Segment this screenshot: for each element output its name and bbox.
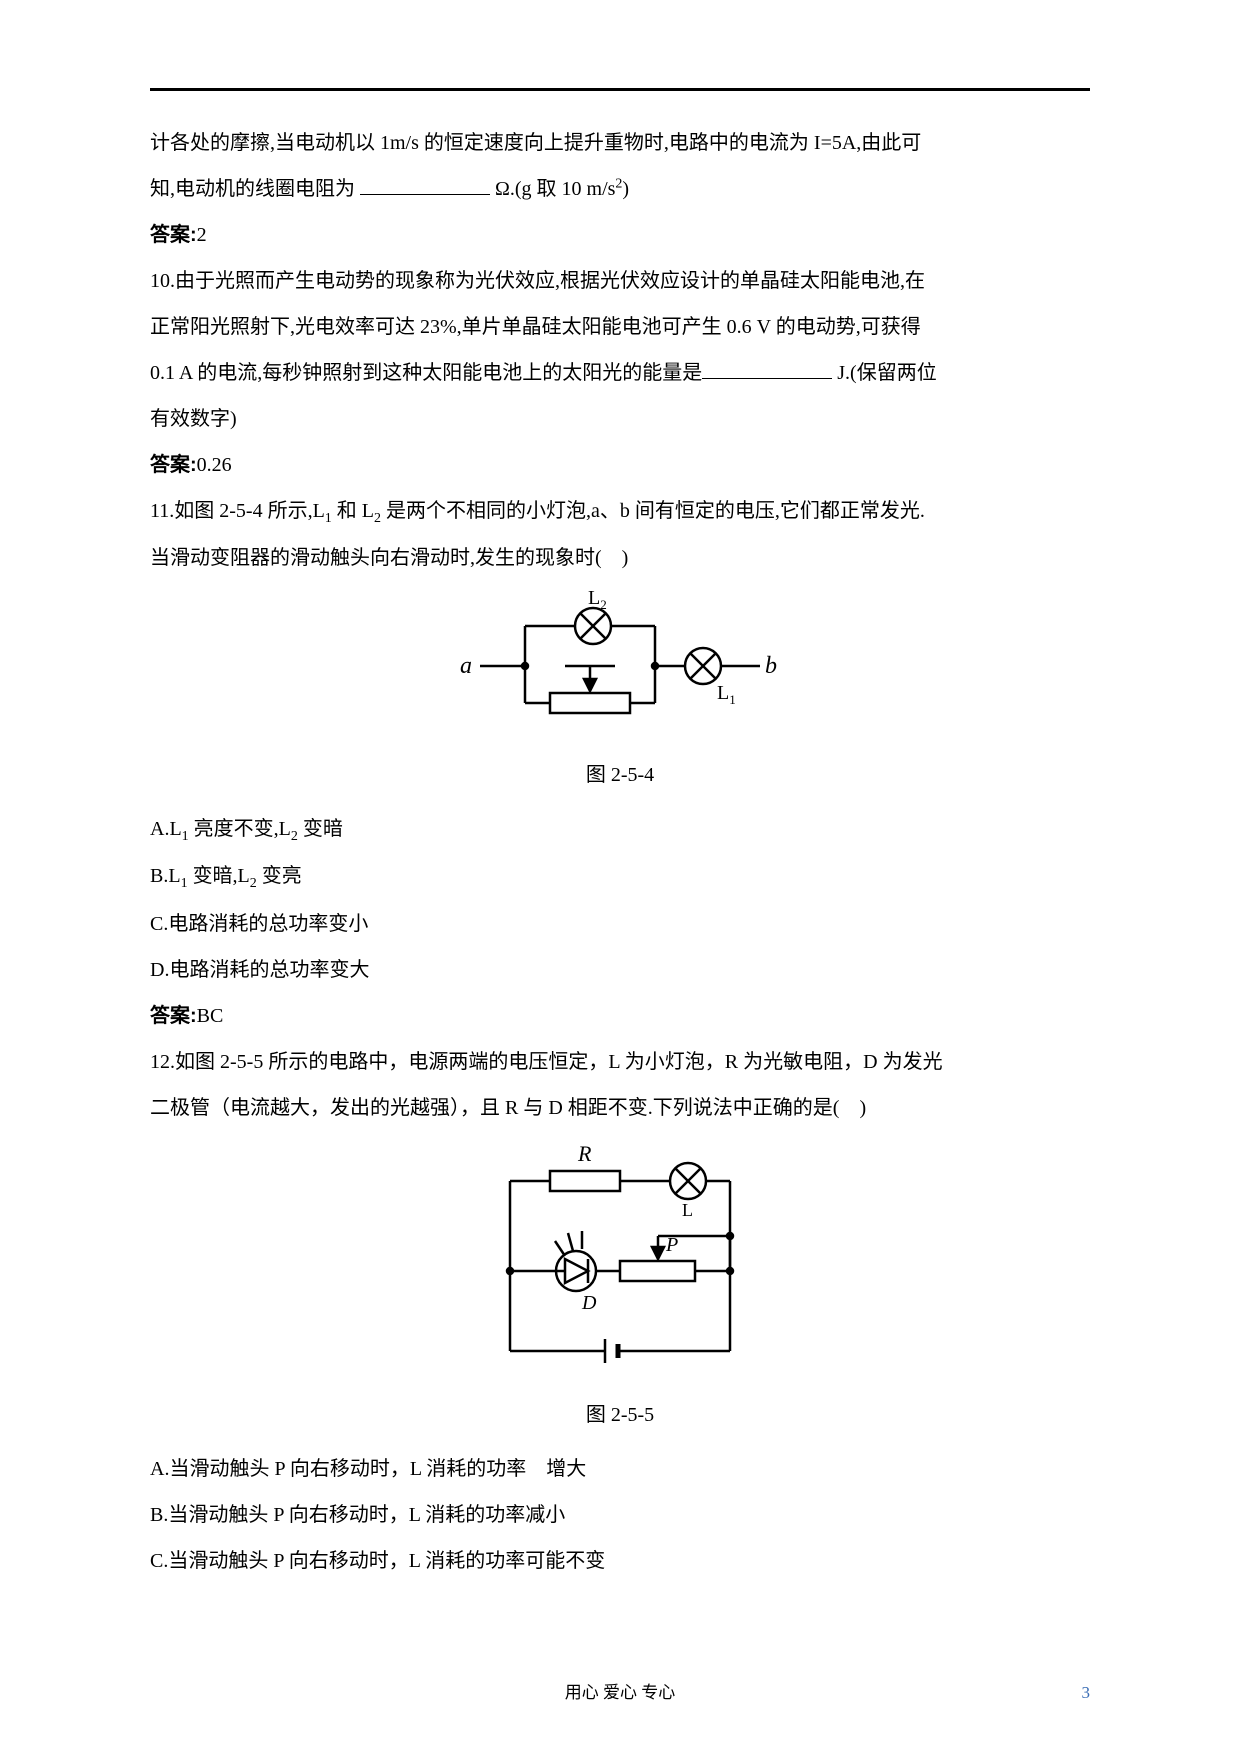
text: 计各处的摩擦,当电动机以 1 [150, 132, 390, 154]
label-P: P [665, 1234, 678, 1256]
text: A.L [150, 818, 182, 840]
q12-optC: C.当滑动触头 P 向右移动时，L 消耗的功率可能不变 [150, 1538, 1090, 1584]
label-D: D [581, 1292, 597, 1314]
label-L: L [682, 1200, 693, 1220]
q12-caption: 图 2-5-5 [150, 1392, 1090, 1438]
label-R: R [577, 1141, 592, 1166]
q12-figure: R L P D [150, 1141, 1090, 1388]
q10-line1: 10.由于光照而产生电动势的现象称为光伏效应,根据光伏效应设计的单晶硅太阳能电池… [150, 258, 1090, 304]
text: 的恒定速度向上提升重物时,电路中的电流为 I=5 [419, 132, 842, 154]
content: 计各处的摩擦,当电动机以 1m/s 的恒定速度向上提升重物时,电路中的电流为 I… [150, 120, 1090, 1584]
sub: 1 [325, 511, 332, 526]
text: 变暗 [298, 818, 343, 840]
text: 变暗,L [188, 865, 250, 887]
answer-label: 答案: [150, 1005, 197, 1027]
q11-optD: D.电路消耗的总功率变大 [150, 947, 1090, 993]
text: 变亮 [257, 865, 302, 887]
q11-caption: 图 2-5-4 [150, 752, 1090, 798]
text: Ω.(g 取 10 m/s [495, 178, 615, 200]
page: 计各处的摩擦,当电动机以 1m/s 的恒定速度向上提升重物时,电路中的电流为 I… [0, 0, 1240, 1753]
q12-line1: 12.如图 2-5-5 所示的电路中，电源两端的电压恒定，L 为小灯泡，R 为光… [150, 1039, 1090, 1085]
q10-line3: 0.1 A 的电流,每秒钟照射到这种太阳能电池上的太阳光的能量是 J.(保留两位 [150, 350, 1090, 396]
q11-line1: 11.如图 2-5-4 所示,L1 和 L2 是两个不相同的小灯泡,a、b 间有… [150, 488, 1090, 535]
label-L2: L2 [588, 591, 607, 612]
unit: m/s [390, 132, 419, 154]
q11-optC: C.电路消耗的总功率变小 [150, 901, 1090, 947]
q9-text: 计各处的摩擦,当电动机以 1m/s 的恒定速度向上提升重物时,电路中的电流为 I… [150, 120, 1090, 166]
text: ) [622, 178, 629, 200]
text: A,由此可 [842, 132, 921, 154]
sub: 2 [291, 829, 298, 844]
q10-line2: 正常阳光照射下,光电效率可达 23%,单片单晶硅太阳能电池可产生 0.6 V 的… [150, 304, 1090, 350]
text: 和 L [332, 500, 374, 522]
sub: 2 [250, 876, 257, 891]
text: 亮度不变,L [189, 818, 291, 840]
q12-optB: B.当滑动触头 P 向右移动时，L 消耗的功率减小 [150, 1492, 1090, 1538]
label-a: a [460, 653, 472, 679]
blank [702, 358, 832, 379]
text: J.(保留两位 [832, 362, 936, 384]
q11-optB: B.L1 变暗,L2 变亮 [150, 853, 1090, 900]
sub: 1 [181, 876, 188, 891]
q11-optA: A.L1 亮度不变,L2 变暗 [150, 806, 1090, 853]
text: 0.1 A 的电流,每秒钟照射到这种太阳能电池上的太阳光的能量是 [150, 362, 702, 384]
q10-line4: 有效数字) [150, 396, 1090, 442]
blank [360, 174, 490, 195]
q12-line2: 二极管（电流越大，发出的光越强），且 R 与 D 相距不变.下列说法中正确的是(… [150, 1085, 1090, 1131]
answer-value: 0.26 [197, 454, 232, 476]
label-b: b [765, 653, 777, 679]
q11-answer: 答案:BC [150, 993, 1090, 1039]
text: 是两个不相同的小灯泡,a、b 间有恒定的电压,它们都正常发光. [381, 500, 925, 522]
circuit-diagram-1: L2 L1 a b [460, 591, 780, 731]
answer-value: 2 [197, 224, 207, 246]
q11-figure: L2 L1 a b [150, 591, 1090, 748]
header-rule [150, 88, 1090, 91]
circuit-diagram-2: R L P D [470, 1141, 770, 1371]
footer-text: 用心 爱心 专心 [0, 1678, 1240, 1703]
q9-text2: 知,电动机的线圈电阻为 Ω.(g 取 10 m/s2) [150, 166, 1090, 212]
text: B.L [150, 865, 181, 887]
q10-answer: 答案:0.26 [150, 442, 1090, 488]
sub: 1 [182, 829, 189, 844]
q12-optA: A.当滑动触头 P 向右移动时，L 消耗的功率 增大 [150, 1446, 1090, 1492]
answer-label: 答案: [150, 224, 197, 246]
answer-value: BC [197, 1005, 224, 1027]
sub: 2 [374, 511, 381, 526]
q11-line2: 当滑动变阻器的滑动触头向右滑动时,发生的现象时( ) [150, 535, 1090, 581]
answer-label: 答案: [150, 454, 197, 476]
text: 11.如图 2-5-4 所示,L [150, 500, 325, 522]
text: 知,电动机的线圈电阻为 [150, 178, 360, 200]
label-L1: L1 [717, 682, 736, 707]
q9-answer: 答案:2 [150, 212, 1090, 258]
page-number: 3 [1082, 1683, 1091, 1703]
